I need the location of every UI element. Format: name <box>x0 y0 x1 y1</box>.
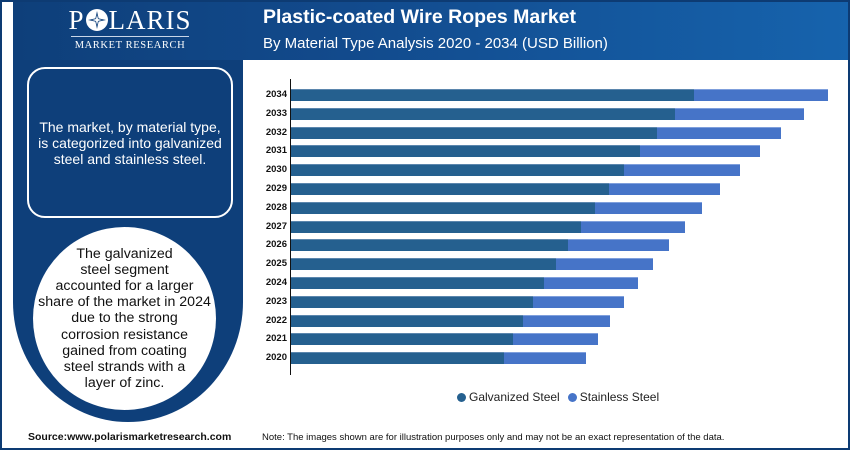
bar-row-2026: 2026 <box>243 239 848 252</box>
bar-chart-area: 2034 2033 2032 2031 2030 2029 2028 2027 2026 2025… <box>243 60 848 420</box>
legend-item-stainless: Stainless Steel <box>567 390 660 404</box>
year-label: 2034 <box>265 89 287 100</box>
highlight-line: corrosion resistance <box>61 326 188 343</box>
legend-item-galvanized: Galvanized Steel <box>457 390 560 404</box>
year-label: 2020 <box>265 352 287 364</box>
bar-stainless-steel <box>556 258 653 271</box>
category-axis-line <box>290 79 291 375</box>
bar-stainless-steel <box>609 183 720 195</box>
source-credit: Source:www.polarismarketresearch.com <box>28 431 232 443</box>
logo-letters-laris: LARIS <box>108 5 192 35</box>
bar-galvanized-steel <box>291 314 523 327</box>
bar-galvanized-steel <box>291 277 544 289</box>
bar-row-2021: 2021 <box>243 333 848 346</box>
bar-galvanized-steel <box>291 352 504 365</box>
logo-letter-p: P <box>68 5 85 35</box>
year-label: 2030 <box>265 164 287 176</box>
year-label: 2029 <box>265 183 287 194</box>
year-label: 2026 <box>265 239 287 251</box>
bar-galvanized-steel <box>291 89 694 101</box>
chart-title: Plastic-coated Wire Ropes Market <box>263 6 577 28</box>
legend-dot-galvanized-icon <box>457 392 466 402</box>
bar-stainless-steel <box>504 352 586 365</box>
legend-label: Stainless Steel <box>579 390 660 404</box>
bar-stainless-steel <box>568 239 669 252</box>
year-label: 2032 <box>265 126 287 138</box>
year-label: 2033 <box>265 107 287 119</box>
logo-wordmark: P LARIS <box>60 6 200 34</box>
bar-row-2023: 2023 <box>243 295 848 308</box>
legend-dot-stainless-icon <box>567 392 577 402</box>
bar-stainless-steel <box>523 314 610 327</box>
bar-row-2034: 2034 <box>243 89 848 101</box>
bar-galvanized-steel <box>291 183 609 195</box>
legend-label: Galvanized Steel <box>469 390 560 404</box>
segment-info-text: The market, by material type, is categor… <box>38 118 222 167</box>
highlight-line: steel strands with a <box>63 359 186 375</box>
year-label: 2025 <box>265 258 287 270</box>
highlight-line: layer of zinc. <box>84 375 165 392</box>
bar-stainless-steel <box>624 164 740 177</box>
bar-row-2033: 2033 <box>243 107 848 120</box>
bar-galvanized-steel <box>291 126 657 139</box>
bar-row-2024: 2024 <box>243 277 848 289</box>
bar-row-2025: 2025 <box>243 258 848 271</box>
compass-star-icon <box>85 9 108 31</box>
highlight-line: steel segment <box>80 261 169 278</box>
year-label: 2027 <box>265 220 287 232</box>
bar-galvanized-steel <box>291 333 513 346</box>
bar-row-2028: 2028 <box>243 201 848 214</box>
bar-stainless-steel <box>694 89 828 101</box>
highlight-line: The galvanized <box>76 245 173 262</box>
bar-stainless-steel <box>640 145 760 158</box>
bar-row-2031: 2031 <box>243 145 848 158</box>
year-label: 2024 <box>265 277 287 288</box>
header-banner <box>13 2 848 60</box>
bar-stainless-steel <box>544 277 638 289</box>
logo-divider <box>71 36 189 37</box>
bar-stainless-steel <box>675 107 804 120</box>
segment-info-box: The market, by material type, is categor… <box>27 67 233 218</box>
year-label: 2028 <box>265 201 287 213</box>
bar-galvanized-steel <box>291 239 568 252</box>
bar-galvanized-steel <box>291 201 595 214</box>
highlight-line: share of the market in 2024 <box>38 294 211 311</box>
chart-subtitle: By Material Type Analysis 2020 - 2034 (U… <box>263 35 608 52</box>
bar-row-2032: 2032 <box>243 126 848 139</box>
bar-galvanized-steel <box>291 107 675 120</box>
logo-subtitle: MARKET RESEARCH <box>74 40 186 51</box>
polaris-logo: P LARIS MARKET RESEARCH <box>60 6 200 51</box>
year-label: 2021 <box>265 333 287 345</box>
disclaimer-note: Note: The images shown are for illustrat… <box>262 432 725 443</box>
bar-stainless-steel <box>513 333 598 346</box>
bar-row-2030: 2030 <box>243 164 848 177</box>
chart-legend: Galvanized Steel Stainless Steel <box>457 390 667 404</box>
bar-galvanized-steel <box>291 220 581 233</box>
bar-stainless-steel <box>533 295 624 308</box>
highlight-circle: The galvanized steel segment accounted f… <box>33 227 216 410</box>
highlight-line: accounted for a larger <box>55 277 194 294</box>
bar-galvanized-steel <box>291 295 533 308</box>
year-label: 2031 <box>265 145 287 157</box>
year-label: 2022 <box>265 314 287 326</box>
bar-stainless-steel <box>595 201 702 214</box>
bar-row-2022: 2022 <box>243 314 848 327</box>
highlight-line: due to the strong <box>71 310 178 327</box>
highlight-text: The galvanized steel segment accounted f… <box>38 246 211 392</box>
bar-stainless-steel <box>657 126 781 139</box>
bar-row-2029: 2029 <box>243 183 848 195</box>
highlight-line: gained from coating <box>62 342 187 359</box>
bar-row-2020: 2020 <box>243 352 848 365</box>
bar-row-2027: 2027 <box>243 220 848 233</box>
left-margin-strip <box>2 2 13 422</box>
bar-galvanized-steel <box>291 145 640 158</box>
year-label: 2023 <box>265 295 287 307</box>
bar-galvanized-steel <box>291 164 624 177</box>
bar-galvanized-steel <box>291 258 556 271</box>
bar-stainless-steel <box>581 220 685 233</box>
